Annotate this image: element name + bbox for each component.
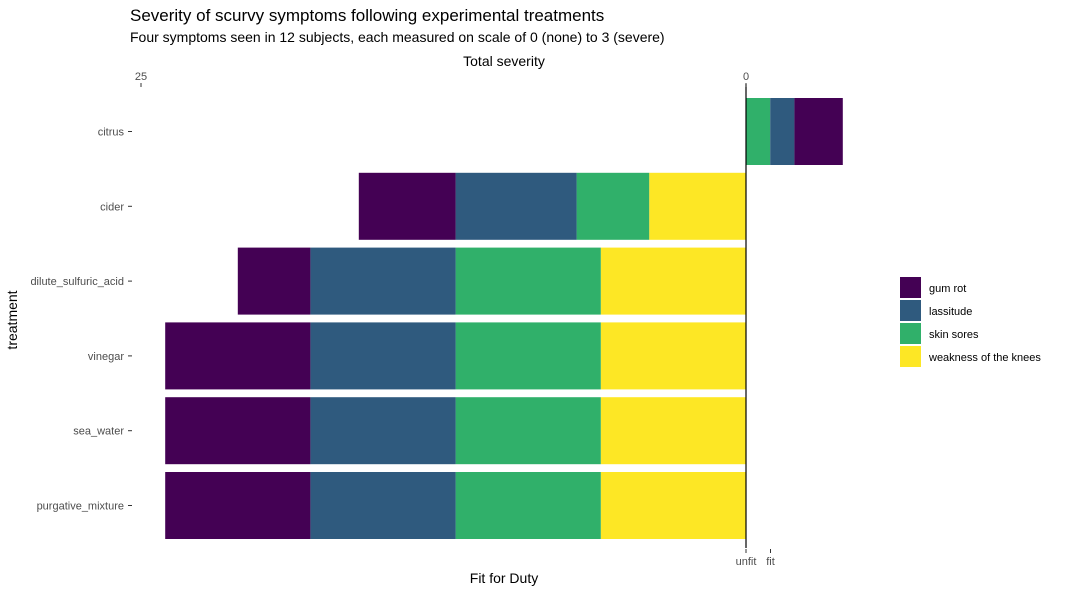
- bar-dilute_sulfuric_acid-weakness-of-the-knees: [600, 247, 746, 315]
- bar-dilute_sulfuric_acid-lassitude: [310, 247, 456, 315]
- x-axis-title: Fit for Duty: [470, 570, 538, 586]
- bar-sea_water-weakness-of-the-knees: [600, 397, 746, 465]
- y-tick-label: sea_water: [73, 426, 124, 438]
- bar-dilute_sulfuric_acid-skin-sores: [455, 247, 601, 315]
- legend-swatch: [900, 300, 921, 321]
- bar-purgative_mixture-skin-sores: [455, 472, 601, 539]
- bar-vinegar-gum-rot: [165, 322, 311, 390]
- bar-purgative_mixture-gum-rot: [165, 472, 311, 539]
- bar-cider-skin-sores: [576, 172, 650, 240]
- bar-sea_water-skin-sores: [455, 397, 601, 465]
- bar-vinegar-weakness-of-the-knees: [600, 322, 746, 390]
- bar-vinegar-lassitude: [310, 322, 456, 390]
- bar-dilute_sulfuric_acid-gum-rot: [237, 247, 311, 315]
- bar-cider-lassitude: [455, 172, 577, 240]
- y-tick-label: dilute_sulfuric_acid: [30, 276, 124, 288]
- bar-sea_water-lassitude: [310, 397, 456, 465]
- bar-cider-weakness-of-the-knees: [649, 172, 746, 240]
- bar-citrus-lassitude: [770, 98, 795, 165]
- legend-label: lassitude: [929, 306, 972, 318]
- top-tick-label: 0: [743, 71, 749, 83]
- bar-citrus-skin-sores: [746, 98, 771, 165]
- legend-label: skin sores: [929, 329, 979, 341]
- bar-purgative_mixture-lassitude: [310, 472, 456, 539]
- y-axis-title: treatment: [4, 290, 20, 349]
- chart-subtitle: Four symptoms seen in 12 subjects, each …: [130, 29, 665, 45]
- bottom-tick-label: fit: [766, 556, 775, 568]
- bottom-tick-label: unfit: [736, 556, 757, 568]
- legend-label: gum rot: [929, 283, 966, 295]
- chart-title: Severity of scurvy symptoms following ex…: [130, 6, 604, 25]
- legend-swatch: [900, 346, 921, 367]
- top-tick-label: 25: [135, 71, 147, 83]
- legend-swatch: [900, 323, 921, 344]
- bar-cider-gum-rot: [358, 172, 456, 240]
- legend-swatch: [900, 277, 921, 298]
- y-tick-label: cider: [100, 201, 124, 213]
- bar-purgative_mixture-weakness-of-the-knees: [600, 472, 746, 539]
- legend-label: weakness of the knees: [928, 352, 1041, 364]
- top-axis-title: Total severity: [463, 53, 545, 69]
- y-tick-label: vinegar: [88, 351, 124, 363]
- y-tick-label: citrus: [98, 127, 125, 139]
- bar-vinegar-skin-sores: [455, 322, 601, 390]
- y-tick-label: purgative_mixture: [37, 501, 124, 513]
- bar-citrus-gum-rot: [794, 98, 843, 165]
- bar-sea_water-gum-rot: [165, 397, 311, 465]
- legend: gum rot lassitude skin sores weakness of th…: [900, 277, 1041, 367]
